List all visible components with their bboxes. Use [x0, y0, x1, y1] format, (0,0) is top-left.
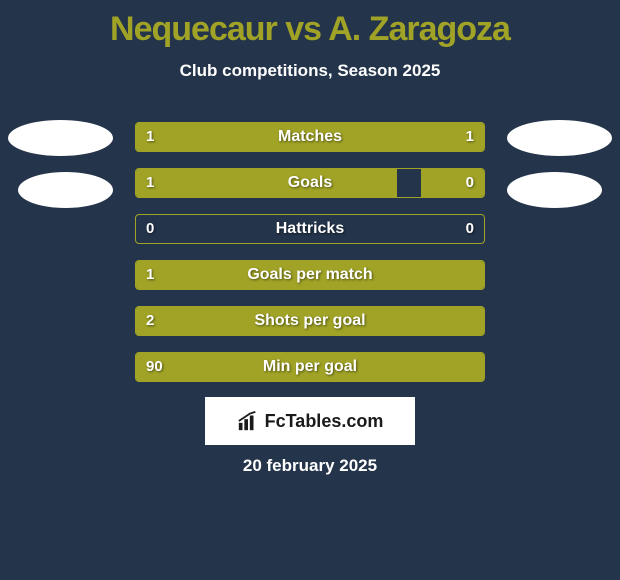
stat-value-right: 0 — [466, 169, 474, 197]
team-left-avatar — [18, 172, 113, 208]
player-left-avatar — [8, 120, 113, 156]
stat-row-hattricks: 0 Hattricks 0 — [135, 214, 485, 244]
stat-label: Min per goal — [136, 353, 484, 381]
stat-row-goals: 1 Goals 0 — [135, 168, 485, 198]
stat-label: Shots per goal — [136, 307, 484, 335]
page-subtitle: Club competitions, Season 2025 — [0, 61, 620, 81]
stat-row-matches: 1 Matches 1 — [135, 122, 485, 152]
stat-label: Goals — [136, 169, 484, 197]
stat-label: Goals per match — [136, 261, 484, 289]
stat-value-right: 0 — [466, 215, 474, 243]
stat-row-goals-per-match: 1 Goals per match — [135, 260, 485, 290]
player-right-avatar — [507, 120, 612, 156]
watermark-text: FcTables.com — [265, 411, 384, 432]
footer-date: 20 february 2025 — [0, 456, 620, 476]
stat-row-min-per-goal: 90 Min per goal — [135, 352, 485, 382]
stat-row-shots-per-goal: 2 Shots per goal — [135, 306, 485, 336]
chart-icon — [237, 410, 259, 432]
watermark: FcTables.com — [205, 397, 415, 445]
team-right-avatar — [507, 172, 602, 208]
page-title: Nequecaur vs A. Zaragoza — [0, 0, 620, 49]
stat-label: Matches — [136, 123, 484, 151]
stat-label: Hattricks — [136, 215, 484, 243]
stat-value-right: 1 — [466, 123, 474, 151]
stats-bars: 1 Matches 1 1 Goals 0 0 Hattricks 0 1 Go… — [135, 122, 485, 398]
